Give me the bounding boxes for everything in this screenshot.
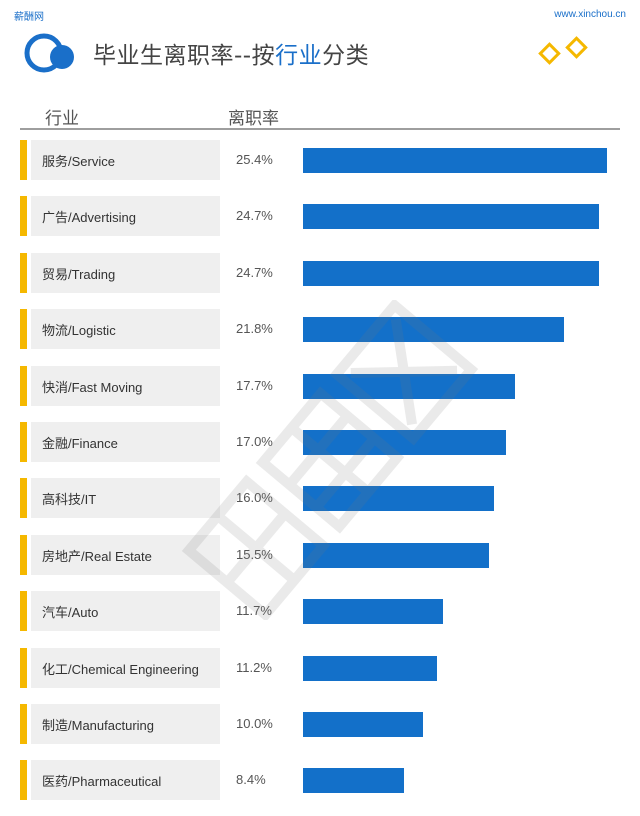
bar-row: 医药/Pharmaceutical 8.4% — [20, 760, 620, 801]
value-label: 8.4% — [236, 772, 266, 788]
value-label: 17.7% — [236, 377, 273, 393]
category-label: 医药/Pharmaceutical — [42, 774, 162, 790]
bar — [303, 317, 564, 343]
category-label: 制造/Manufacturing — [42, 718, 154, 733]
row-accent-marker — [20, 478, 27, 519]
row-accent-marker — [20, 309, 27, 350]
row-accent-marker — [20, 422, 27, 462]
category-label: 广告/Advertising — [42, 210, 136, 226]
row-label-background — [31, 760, 220, 801]
bar — [303, 430, 506, 455]
header-divider — [20, 128, 620, 130]
bar-row: 制造/Manufacturing 10.0% — [20, 704, 620, 744]
row-label-background — [31, 704, 220, 744]
value-label: 15.5% — [236, 546, 273, 562]
row-label-background — [31, 478, 220, 519]
column-header-industry: 行业 — [45, 109, 79, 129]
bar — [303, 768, 404, 794]
bar — [303, 486, 494, 512]
row-accent-marker — [20, 647, 27, 688]
bar-row: 房地产/Real Estate 15.5% — [20, 534, 620, 575]
row-accent-marker — [20, 365, 27, 406]
row-label-background — [31, 422, 220, 462]
row-accent-marker — [20, 760, 27, 801]
value-label: 17.0% — [236, 434, 273, 449]
bar — [303, 599, 443, 625]
bar-row: 高科技/IT 16.0% — [20, 478, 620, 519]
row-accent-marker — [20, 196, 27, 237]
category-label: 贸易/Trading — [42, 266, 116, 282]
site-url[interactable]: www.xinchou.cn — [554, 9, 626, 20]
title-suffix: 分类 — [322, 43, 370, 69]
row-label-background — [31, 591, 220, 632]
value-label: 24.7% — [236, 264, 273, 280]
page-title: 毕业生离职率--按行业分类 — [93, 36, 369, 70]
bar — [303, 204, 599, 230]
category-label: 快消/Fast Moving — [42, 379, 143, 395]
row-accent-marker — [20, 591, 27, 632]
bar — [303, 542, 489, 568]
bar-row: 广告/Advertising 24.7% — [20, 196, 620, 237]
bar-row: 物流/Logistic 21.8% — [20, 309, 620, 350]
row-label-background — [31, 365, 220, 406]
category-label: 物流/Logistic — [42, 323, 116, 339]
category-label: 金融/Finance — [42, 436, 118, 451]
bar-row: 金融/Finance 17.0% — [20, 422, 620, 462]
diamond-decoration-icon — [538, 36, 588, 65]
row-label-background — [31, 309, 220, 350]
value-label: 11.7% — [236, 603, 272, 619]
row-label-background — [31, 647, 220, 688]
brand-small: 薪酬网 — [14, 12, 44, 23]
row-label-background — [31, 140, 220, 180]
bar-row: 化工/Chemical Engineering 11.2% — [20, 647, 620, 688]
value-label: 16.0% — [236, 490, 273, 506]
bar-row: 汽车/Auto 11.7% — [20, 591, 620, 632]
title-highlight: 行业 — [275, 43, 323, 69]
row-accent-marker — [20, 704, 27, 744]
value-label: 11.2% — [236, 659, 272, 675]
bar — [303, 260, 599, 286]
row-accent-marker — [20, 252, 27, 293]
value-label: 21.8% — [236, 321, 273, 337]
category-label: 汽车/Auto — [42, 605, 99, 621]
title-prefix: 毕业生离职率--按 — [93, 43, 276, 69]
bar-row: 快消/Fast Moving 17.7% — [20, 365, 620, 406]
column-header-rate: 离职率 — [228, 109, 279, 129]
row-accent-marker — [20, 534, 27, 575]
category-label: 高科技/IT — [42, 492, 97, 508]
bar — [303, 655, 437, 681]
bar-row: 服务/Service 25.4% — [20, 140, 620, 180]
value-label: 24.7% — [236, 208, 273, 224]
category-label: 服务/Service — [42, 154, 115, 169]
row-label-background — [31, 252, 220, 293]
bar — [303, 712, 423, 737]
row-label-background — [31, 534, 220, 575]
category-label: 房地产/Real Estate — [42, 548, 152, 564]
value-label: 10.0% — [236, 716, 273, 731]
brand-logo-icon — [24, 33, 74, 73]
category-label: 化工/Chemical Engineering — [42, 661, 199, 677]
row-label-background — [31, 196, 220, 237]
bar — [303, 373, 515, 399]
value-label: 25.4% — [236, 152, 273, 167]
bar-row: 贸易/Trading 24.7% — [20, 252, 620, 293]
bar — [303, 148, 607, 173]
row-accent-marker — [20, 140, 27, 180]
